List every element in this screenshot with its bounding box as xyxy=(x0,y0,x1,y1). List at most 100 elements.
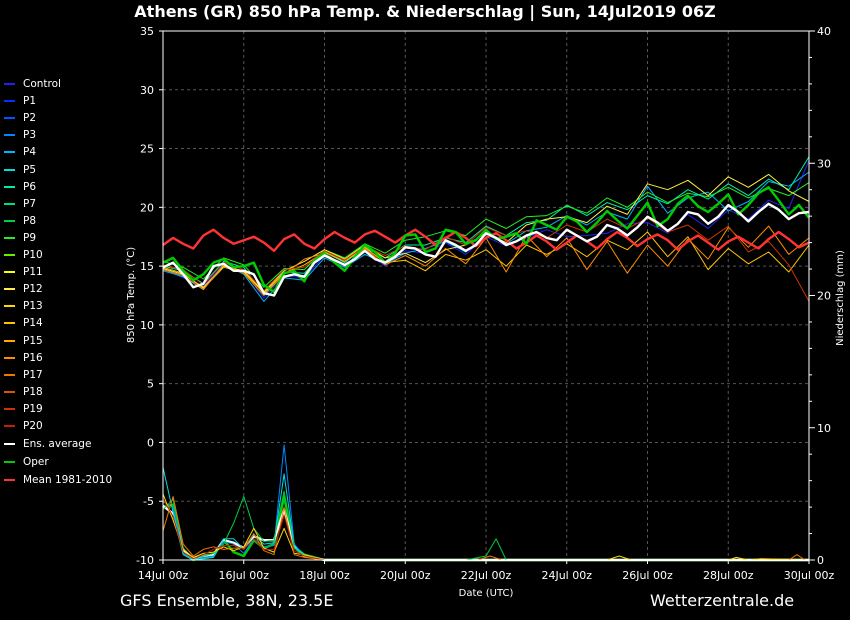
series-p9 xyxy=(162,182,810,288)
x-tick-label: 16Jul 00z xyxy=(218,569,269,582)
legend-label: P7 xyxy=(23,197,37,210)
legend-swatch xyxy=(4,254,15,256)
legend-label: P16 xyxy=(23,351,43,364)
legend-item: P19 xyxy=(4,402,43,416)
y2-tick-label: 20 xyxy=(817,290,831,303)
legend-label: P3 xyxy=(23,129,37,142)
x-tick-label: 26Jul 00z xyxy=(622,569,673,582)
legend-item: P5 xyxy=(4,163,36,177)
legend-item: P14 xyxy=(4,316,43,330)
legend-item: P11 xyxy=(4,265,43,279)
y-tick-label: 10 xyxy=(140,319,154,332)
y-tick-label: -10 xyxy=(136,554,154,567)
x-axis-tick-labels: 14Jul 00z 16Jul 00z 18Jul 00z 20Jul 00z 22Ju… xyxy=(138,569,835,582)
legend-label: P4 xyxy=(23,146,37,159)
legend-label: P12 xyxy=(23,283,43,296)
legend-item: P17 xyxy=(4,368,43,382)
legend-item: P9 xyxy=(4,231,36,245)
footer-source: Wetterzentrale.de xyxy=(650,591,795,610)
legend-label: P20 xyxy=(23,420,43,432)
y-tick-label: 20 xyxy=(140,201,154,214)
y2-tick-label: 10 xyxy=(817,422,831,435)
legend-item: P8 xyxy=(4,214,36,228)
legend-swatch xyxy=(4,236,15,239)
legend-swatch xyxy=(4,288,15,291)
legend-swatch xyxy=(4,356,15,359)
legend-swatch xyxy=(4,168,15,171)
legend-swatch xyxy=(4,339,15,342)
legend-swatch xyxy=(4,407,15,410)
y-axis-label: 850 hPa Temp. (°C) xyxy=(126,247,137,343)
plot-frame xyxy=(162,30,810,561)
series-ens-average xyxy=(162,202,810,297)
x-tick-label: 22Jul 00z xyxy=(461,569,512,582)
legend-label: P14 xyxy=(23,317,43,330)
legend-swatch xyxy=(4,83,15,85)
x-axis-label: Date (UTC) xyxy=(459,588,514,599)
y-tick-label: 0 xyxy=(147,436,154,449)
series-p19 xyxy=(162,217,810,302)
footer-model-info: GFS Ensemble, 38N, 23.5E xyxy=(120,591,334,610)
series-mean-1981-2010 xyxy=(162,228,810,253)
legend-swatch xyxy=(4,271,15,274)
legend-swatch xyxy=(4,479,15,481)
legend-label: P5 xyxy=(23,163,37,176)
legend-item: P6 xyxy=(4,180,36,194)
legend-swatch xyxy=(4,425,15,427)
y-tick-label: 25 xyxy=(140,143,154,156)
legend-label: P10 xyxy=(23,249,43,261)
x-tick-label: 24Jul 00z xyxy=(541,569,592,582)
legend-item: P16 xyxy=(4,351,43,365)
precip-axis-ticks xyxy=(809,30,815,561)
legend-label: Mean 1981-2010 xyxy=(23,474,113,486)
legend-label: Ens. average xyxy=(23,438,92,450)
legend-item: P4 xyxy=(4,145,36,159)
legend-item: P13 xyxy=(4,299,43,313)
legend-label: P1 xyxy=(23,95,37,108)
x-tick-label: 28Jul 00z xyxy=(703,569,754,582)
legend-swatch xyxy=(4,305,15,308)
legend-swatch xyxy=(4,185,15,188)
legend-label: P18 xyxy=(23,385,43,398)
legend-label: P2 xyxy=(23,112,37,125)
x-tick-label: 18Jul 00z xyxy=(299,569,350,582)
legend-item: P1 xyxy=(4,94,36,108)
legend-label: P19 xyxy=(23,402,43,415)
legend-swatch xyxy=(4,322,15,325)
legend-item: Oper xyxy=(4,455,49,469)
legend-item: P12 xyxy=(4,282,43,296)
legend-swatch xyxy=(4,202,15,205)
x-tick-label: 30Jul 00z xyxy=(784,569,835,582)
legend-swatch xyxy=(4,443,15,445)
legend-swatch xyxy=(4,100,15,103)
series-precip-p20 xyxy=(162,498,809,561)
y2-axis-label: Niederschlag (mm) xyxy=(835,250,846,346)
y-tick-label: 35 xyxy=(140,25,154,38)
y2-tick-label: 0 xyxy=(817,554,824,567)
y-tick-label: -5 xyxy=(143,495,154,508)
chart-title: Athens (GR) 850 hPa Temp. & Niederschlag… xyxy=(134,2,716,21)
legend-swatch xyxy=(4,219,15,222)
legend-item: P20 xyxy=(4,419,43,433)
legend-label: P6 xyxy=(23,180,37,193)
y2-tick-label: 30 xyxy=(817,157,831,170)
legend-label: Oper xyxy=(23,456,49,468)
legend-label: P11 xyxy=(23,266,43,279)
legend-item: Mean 1981-2010 xyxy=(4,473,112,487)
legend-item: P2 xyxy=(4,111,36,125)
y2-axis-tick-labels: 0 10 20 30 40 xyxy=(817,25,831,567)
y-tick-label: 5 xyxy=(147,378,154,391)
legend-swatch xyxy=(4,151,15,154)
legend-swatch xyxy=(4,390,15,393)
legend-item: P3 xyxy=(4,128,36,142)
legend-item: P18 xyxy=(4,385,43,399)
precip-lines xyxy=(162,444,810,562)
y-tick-label: 30 xyxy=(140,84,154,97)
legend-item: P15 xyxy=(4,334,43,348)
legend-label: Control xyxy=(23,78,61,90)
legend-label: P9 xyxy=(23,231,37,244)
legend-swatch xyxy=(4,461,15,463)
y-tick-label: 15 xyxy=(140,260,154,273)
x-tick-label: 20Jul 00z xyxy=(380,569,431,582)
